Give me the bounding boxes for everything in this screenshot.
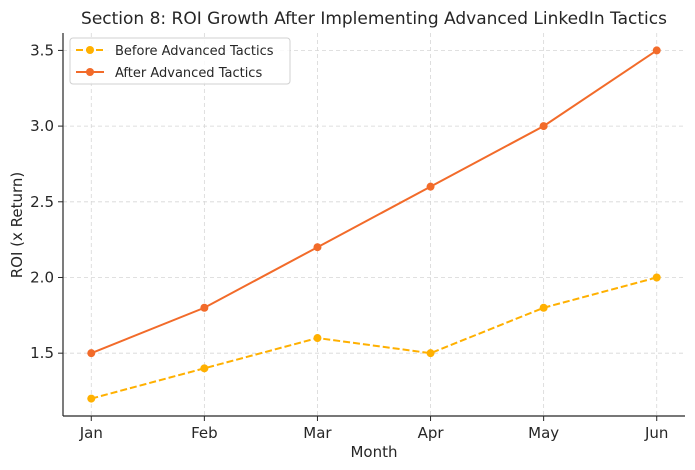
legend-label: After Advanced Tactics — [115, 66, 262, 81]
legend-label: Before Advanced Tactics — [115, 44, 274, 59]
data-point — [539, 122, 548, 131]
data-point — [87, 349, 96, 358]
data-point — [652, 273, 661, 282]
axes: Jan Feb Mar Apr May Jun 1.5 2.0 2.5 3.0 3.5 — [30, 33, 685, 442]
y-tick-label: 3.0 — [30, 117, 54, 135]
legend-swatch-marker — [86, 68, 94, 76]
series-line-0 — [91, 276, 657, 400]
legend: Before Advanced Tactics After Advanced Ta… — [69, 37, 291, 85]
y-tick-label: 2.5 — [30, 193, 54, 211]
x-tick-label: Feb — [191, 424, 218, 442]
series-layer — [87, 46, 661, 403]
data-point — [539, 303, 548, 312]
legend-swatch-marker — [86, 46, 94, 54]
x-tick-label: Mar — [303, 424, 332, 442]
data-point — [87, 394, 96, 403]
y-axis-label: ROI (x Return) — [8, 172, 26, 279]
data-point — [200, 303, 209, 312]
x-axis-label: Month — [350, 443, 397, 461]
y-tick-label: 2.0 — [30, 268, 54, 286]
data-point — [313, 243, 322, 252]
data-point — [426, 349, 435, 358]
x-tick-label: May — [528, 424, 559, 442]
data-point — [426, 182, 435, 191]
data-point — [200, 364, 209, 373]
chart-title: Section 8: ROI Growth After Implementing… — [81, 9, 667, 29]
x-tick-label: Jan — [79, 424, 103, 442]
y-tick-label: 3.5 — [30, 41, 54, 59]
x-tick-label: Apr — [418, 424, 445, 442]
x-tick-label: Jun — [644, 424, 668, 442]
data-point — [652, 46, 661, 55]
legend-box — [69, 37, 291, 85]
data-point — [313, 334, 322, 343]
series-line-1 — [90, 49, 658, 355]
grid — [63, 33, 685, 416]
y-tick-label: 1.5 — [30, 344, 54, 362]
